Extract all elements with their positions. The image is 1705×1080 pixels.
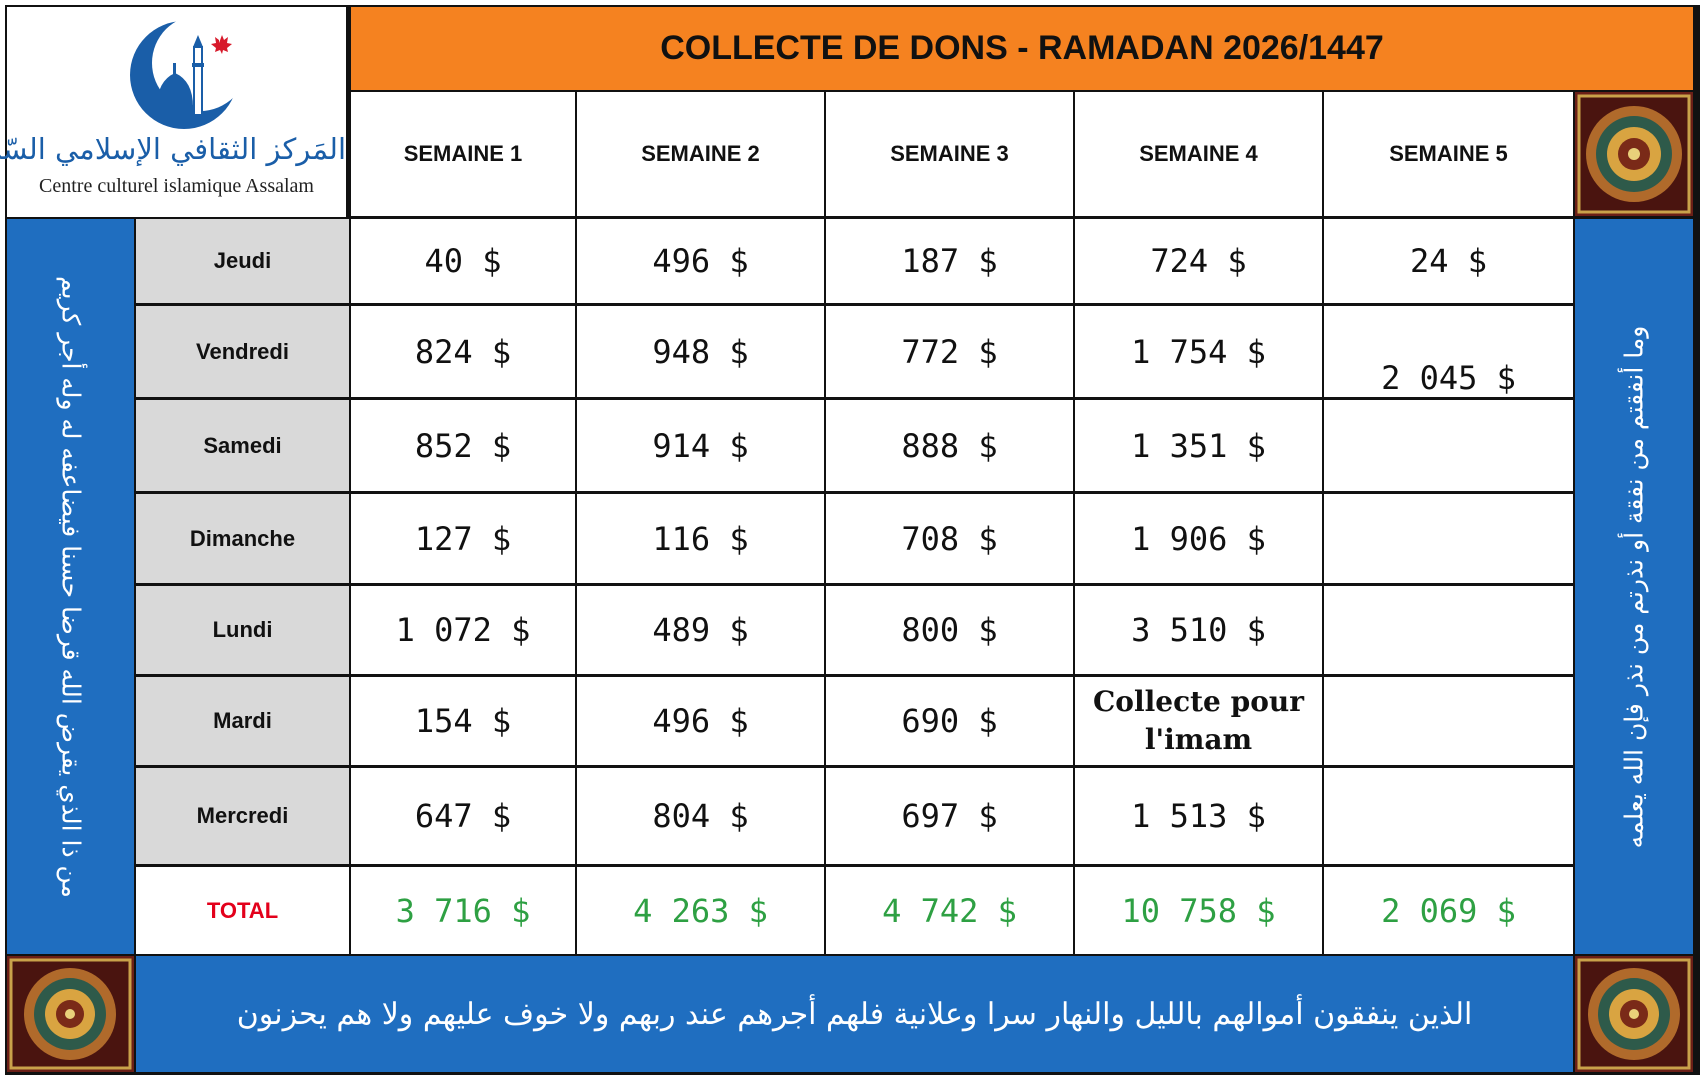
day-label-lundi: Lundi xyxy=(136,586,349,674)
logo-french-name: Centre culturel islamique Assalam xyxy=(39,175,314,197)
cell-dimanche-week-4: 1 906 $ xyxy=(1075,494,1322,583)
ornament-bottom-left-icon xyxy=(7,956,134,1072)
total-week-1: 3 716 $ xyxy=(351,867,575,954)
cell-mardi-week-1: 154 $ xyxy=(351,677,575,765)
cell-dimanche-week-2: 116 $ xyxy=(577,494,824,583)
cell-vendredi-week-3: 772 $ xyxy=(826,306,1073,397)
cell-jeudi-week-1: 40 $ xyxy=(351,219,575,303)
header-week-3: SEMAINE 3 xyxy=(826,92,1073,216)
day-label-mardi: Mardi xyxy=(136,677,349,765)
ornament-top-right-icon xyxy=(1575,92,1693,216)
cell-lundi-week-3: 800 $ xyxy=(826,586,1073,674)
bottom-verse-text: الذين ينفقون أموالهم بالليل والنهار سرا … xyxy=(236,996,1473,1032)
cell-vendredi-week-4: 1 754 $ xyxy=(1075,306,1322,397)
total-week-4: 10 758 $ xyxy=(1075,867,1322,954)
header-week-5: SEMAINE 5 xyxy=(1324,92,1573,216)
cell-jeudi-week-4: 724 $ xyxy=(1075,219,1322,303)
cell-dimanche-week-1: 127 $ xyxy=(351,494,575,583)
cell-samedi-week-4: 1 351 $ xyxy=(1075,400,1322,491)
total-week-3: 4 742 $ xyxy=(826,867,1073,954)
left-verse-text: من ذا الذي يقرض الله قرضا حسنا فيضاعفه ل… xyxy=(56,275,85,898)
cell-mardi-week-5 xyxy=(1324,677,1573,765)
cell-vendredi-week-2: 948 $ xyxy=(577,306,824,397)
cell-vendredi-week-5: 2 045 $ xyxy=(1324,306,1573,397)
bottom-verse-panel xyxy=(136,956,1573,1072)
cell-mercredi-week-1: 647 $ xyxy=(351,768,575,864)
header-week-2: SEMAINE 2 xyxy=(577,92,824,216)
cell-jeudi-week-5: 24 $ xyxy=(1324,219,1573,303)
cell-lundi-week-4: 3 510 $ xyxy=(1075,586,1322,674)
day-label-samedi: Samedi xyxy=(136,400,349,491)
cell-jeudi-week-3: 187 $ xyxy=(826,219,1073,303)
cell-mardi-week-2: 496 $ xyxy=(577,677,824,765)
day-label-jeudi: Jeudi xyxy=(136,219,349,303)
cell-mardi-week-3: 690 $ xyxy=(826,677,1073,765)
cell-mercredi-week-3: 697 $ xyxy=(826,768,1073,864)
cell-lundi-week-1: 1 072 $ xyxy=(351,586,575,674)
cell-dimanche-week-3: 708 $ xyxy=(826,494,1073,583)
page-title: COLLECTE DE DONS - RAMADAN 2026/1447 xyxy=(351,7,1693,90)
cell-samedi-week-5 xyxy=(1324,400,1573,491)
mosque-crescent-logo-icon xyxy=(130,15,248,129)
cell-dimanche-week-5 xyxy=(1324,494,1573,583)
total-week-5: 2 069 $ xyxy=(1324,867,1573,954)
cell-jeudi-week-2: 496 $ xyxy=(577,219,824,303)
left-verse-panel: من ذا الذي يقرض الله قرضا حسنا فيضاعفه ل… xyxy=(7,219,134,954)
total-label: TOTAL xyxy=(136,867,349,954)
cell-samedi-week-2: 914 $ xyxy=(577,400,824,491)
right-verse-text: وما أنفقتم من نفقة أو نذرتم من نذر فإن ا… xyxy=(1619,325,1649,848)
cell-samedi-week-3: 888 $ xyxy=(826,400,1073,491)
cell-mercredi-week-2: 804 $ xyxy=(577,768,824,864)
header-week-1: SEMAINE 1 xyxy=(351,92,575,216)
right-verse-panel: وما أنفقتم من نفقة أو نذرتم من نذر فإن ا… xyxy=(1575,219,1693,954)
day-label-vendredi: Vendredi xyxy=(136,306,349,397)
cell-samedi-week-1: 852 $ xyxy=(351,400,575,491)
total-week-2: 4 263 $ xyxy=(577,867,824,954)
cell-mercredi-week-4: 1 513 $ xyxy=(1075,768,1322,864)
ornament-bottom-right-icon xyxy=(1575,956,1693,1072)
cell-lundi-week-5 xyxy=(1324,586,1573,674)
logo-arabic-name: المَركز الثقافي الإسلامي السّلام xyxy=(0,132,346,166)
header-week-4: SEMAINE 4 xyxy=(1075,92,1322,216)
cell-lundi-week-2: 489 $ xyxy=(577,586,824,674)
day-label-dimanche: Dimanche xyxy=(136,494,349,583)
cell-mardi-week-4-note: Collecte pour l'imam xyxy=(1075,677,1322,765)
logo-block: المَركز الثقافي الإسلامي السّلام Centre … xyxy=(0,7,346,217)
cell-mercredi-week-5 xyxy=(1324,768,1573,864)
cell-vendredi-week-1: 824 $ xyxy=(351,306,575,397)
day-label-mercredi: Mercredi xyxy=(136,768,349,864)
